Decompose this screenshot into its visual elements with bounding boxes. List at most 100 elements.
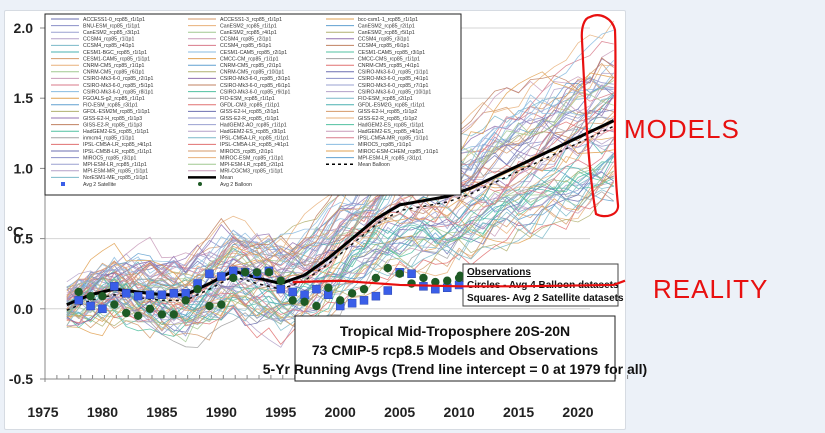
legend-label: HadGEM2-AO_rcp85_r1i1p1 — [220, 122, 287, 128]
balloon-point — [252, 268, 262, 277]
balloon-point — [193, 284, 202, 294]
y-tick-label: 1.5 — [14, 90, 34, 106]
x-tick-label: 1995 — [265, 404, 296, 420]
legend-label: MPI-ESM-LR_rcp85_r1i1p1 — [83, 162, 147, 168]
balloon-point — [347, 289, 357, 298]
chart-title-line1: Tropical Mid-Troposphere 20S-20N — [340, 323, 570, 339]
model-line — [66, 91, 614, 299]
satellite-point — [98, 304, 107, 314]
satellite-point — [228, 266, 238, 276]
satellite-point — [371, 291, 381, 301]
balloon-point — [110, 300, 119, 309]
model-line — [66, 157, 614, 333]
balloon-point — [300, 297, 309, 306]
legend-label: CCSM4_rcp85_r4i1p1 — [83, 43, 134, 49]
balloon-point — [86, 291, 95, 301]
legend-label: GISS-E2-R_rcp85_r1i1p3 — [83, 122, 142, 128]
legend-label: CSIRO-Mk3-6-0_rcp85_r8i1p1 — [83, 89, 153, 95]
chart-title-line2: 73 CMIP-5 rcp8.5 Models and Observations — [312, 342, 599, 358]
legend-label: HadGEM2-ES_rcp85_r4i1p1 — [358, 129, 424, 135]
legend-label: CCSM4_rcp85_r3i1p1 — [358, 37, 409, 43]
legend-label: IPSL-CM5A-LR_rcp85_r4i1p1 — [83, 142, 152, 148]
legend-label: GISS-E2-R_rcp85_r1i1p2 — [358, 116, 417, 122]
legend-label: FGOALS-g2_rcp85_r1i1p1 — [83, 96, 145, 102]
satellite-point — [169, 289, 179, 298]
model-line — [66, 181, 614, 325]
legend-label: CSIRO-Mk3-6-0_rcp85_r6i1p1 — [220, 83, 290, 89]
satellite-point — [74, 296, 83, 305]
reality-label: REALITY — [653, 274, 768, 304]
legend-label: CMCC-CMS_rcp85_r1i1p1 — [358, 56, 420, 62]
balloon-point — [229, 273, 238, 283]
model-line — [66, 71, 614, 292]
legend-label: inmcm4_rcp85_r1i1p1 — [83, 136, 134, 142]
legend-label: ACCESS1-3_rcp85_r1i1p1 — [220, 17, 282, 23]
balloon-point — [205, 301, 214, 311]
y-tick-label: 0.5 — [14, 231, 34, 247]
legend-label: GFDL-ESM2G_rcp85_r1i1p1 — [358, 103, 425, 109]
x-tick-label: 2005 — [384, 404, 415, 420]
model-line — [66, 116, 614, 315]
satellite-point — [359, 296, 369, 305]
models-circle-annotation — [580, 14, 620, 218]
balloon-marker-icon — [456, 271, 464, 279]
legend-satellite-swatch — [61, 182, 65, 186]
legend-label: IPSL-CM5A-MR_rcp85_r1i1p1 — [358, 136, 428, 142]
satellite-point — [181, 289, 190, 298]
model-line — [66, 165, 614, 327]
satellite-point — [324, 290, 333, 300]
balloon-point — [276, 276, 285, 285]
satellite-point — [121, 289, 131, 298]
legend-label: HadGEM2-ES_rcp85_r1i1p1 — [83, 129, 149, 135]
legend-label: FIO-ESM_rcp85_r1i1p1 — [220, 96, 275, 102]
legend: ACCESS1-0_rcp85_r1i1p1BNU-ESM_rcp85_r1i1… — [44, 13, 462, 196]
satellite-point — [288, 287, 297, 297]
y-tick-label: 0.0 — [14, 301, 34, 317]
x-tick-label: 1980 — [87, 404, 118, 420]
legend-label: GISS-E2-H_rcp85_r1i1p2 — [358, 109, 417, 115]
obs-title: Observations — [467, 267, 531, 278]
x-tick-label: 2000 — [325, 404, 356, 420]
legend-label: CMCC-CM_rcp85_r1i1p1 — [220, 56, 279, 62]
model-line — [66, 72, 614, 283]
legend-label: CCSM4_rcp85_r5i1p1 — [220, 43, 271, 49]
balloon-point — [383, 263, 392, 273]
satellite-point — [145, 290, 155, 300]
balloon-point — [407, 279, 416, 288]
legend-label: CCSM4_rcp85_r2i1p1 — [220, 37, 271, 43]
legend-label: GISS-E2-H_rcp85_r2i1p1 — [220, 109, 279, 115]
legend-label: Mean — [220, 175, 233, 181]
x-tick-label: 1985 — [146, 404, 177, 420]
legend-box — [44, 13, 462, 196]
model-line — [66, 160, 615, 332]
legend-label: IPSL-CM5B-LR_rcp85_r1i1p1 — [83, 149, 152, 155]
satellite-point — [133, 291, 143, 301]
balloon-point — [157, 310, 167, 319]
reality-annotation: REALITY — [292, 274, 768, 304]
legend-label: CanESM2_rcp85_r1i1p1 — [220, 23, 277, 29]
satellite-point — [407, 269, 416, 278]
legend-label: FIO-ESM_rcp85_r3i1p1 — [83, 103, 138, 109]
balloon-point — [431, 277, 440, 287]
satellite-point — [276, 284, 286, 294]
legend-label: MPI-ESM-MR_rcp85_r1i1p1 — [83, 169, 148, 175]
satellite-point — [300, 290, 309, 300]
balloon-point — [264, 268, 274, 277]
legend-label: CNRM-CM5_rcp85_r2i1p1 — [220, 63, 282, 69]
satellite-point — [110, 282, 119, 291]
legend-label: CNRM-CM5_rcp85_r4i1p1 — [358, 63, 420, 69]
mean-dashed-line — [66, 125, 614, 311]
legend-label: GFDL-ESM2M_rcp85_r1i1p1 — [83, 109, 150, 115]
legend-label: CSIRO-Mk3-6-0_rcp85_r10i1p1 — [358, 89, 431, 95]
satellite-point — [157, 290, 167, 300]
model-line — [66, 92, 614, 310]
legend-label: CCSM4_rcp85_r1i1p1 — [83, 37, 134, 43]
legend-label: CanESM2_rcp85_r5i1p1 — [358, 30, 415, 36]
satellite-point — [86, 301, 95, 311]
y-tick-label: 2.0 — [14, 20, 34, 36]
legend-label: CSIRO-Mk3-6-0_rcp85_r9i1p1 — [220, 89, 290, 95]
x-tick-label: 1990 — [206, 404, 237, 420]
legend-label: MIROC-ESM-CHEM_rcp85_r1i1p1 — [358, 149, 439, 155]
legend-label: CSIRO-Mk3-6-0_rcp85_r4i1p1 — [358, 76, 428, 82]
legend-label: CSIRO-Mk3-6-0_rcp85_r7i1p1 — [358, 83, 428, 89]
